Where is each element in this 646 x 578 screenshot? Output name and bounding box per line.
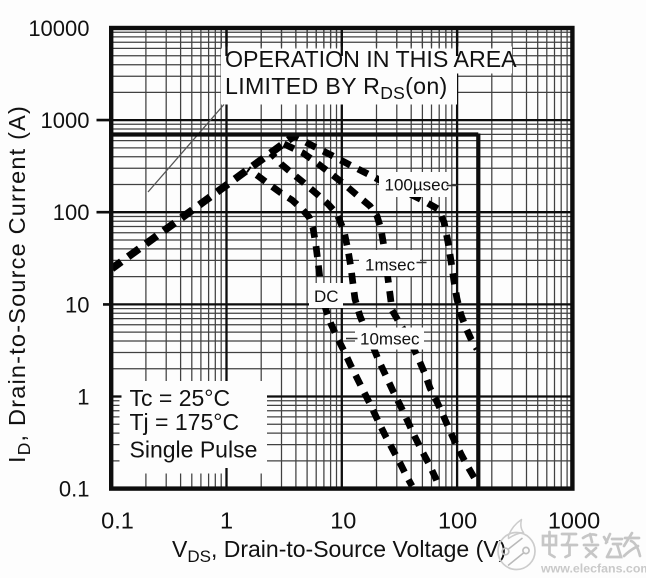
svg-text:1msec: 1msec (365, 256, 416, 275)
svg-text:0.1: 0.1 (59, 477, 90, 502)
svg-text:Tc = 25°C: Tc = 25°C (130, 385, 231, 411)
svg-text:100: 100 (438, 508, 477, 534)
svg-text:100: 100 (53, 200, 90, 225)
svg-text:LIMITED BY RDS(on): LIMITED BY RDS(on) (225, 73, 448, 103)
svg-text:10: 10 (65, 292, 89, 317)
svg-text:DC: DC (314, 287, 339, 306)
svg-text:VDS, Drain-to-Source Voltage (: VDS, Drain-to-Source Voltage (V) (172, 536, 506, 566)
svg-text:1000: 1000 (548, 508, 600, 534)
svg-text:10: 10 (330, 508, 356, 534)
svg-text:OPERATION IN THIS AREA: OPERATION IN THIS AREA (225, 46, 517, 72)
svg-text:ID, Drain-to-Source Current (: ID, Drain-to-Source Current (A) (4, 105, 34, 463)
svg-text:1000: 1000 (41, 108, 90, 133)
svg-text:www.elecfans.com: www.elecfans.com (540, 562, 646, 576)
svg-text:Tj = 175°C: Tj = 175°C (130, 409, 240, 435)
svg-text:10msec: 10msec (360, 330, 420, 349)
svg-text:100µsec: 100µsec (385, 176, 450, 195)
svg-text:1: 1 (220, 508, 233, 534)
svg-text:1: 1 (77, 384, 89, 409)
svg-text:Single Pulse: Single Pulse (130, 437, 258, 463)
svg-text:10000: 10000 (28, 16, 89, 41)
svg-text:0.1: 0.1 (101, 508, 134, 534)
